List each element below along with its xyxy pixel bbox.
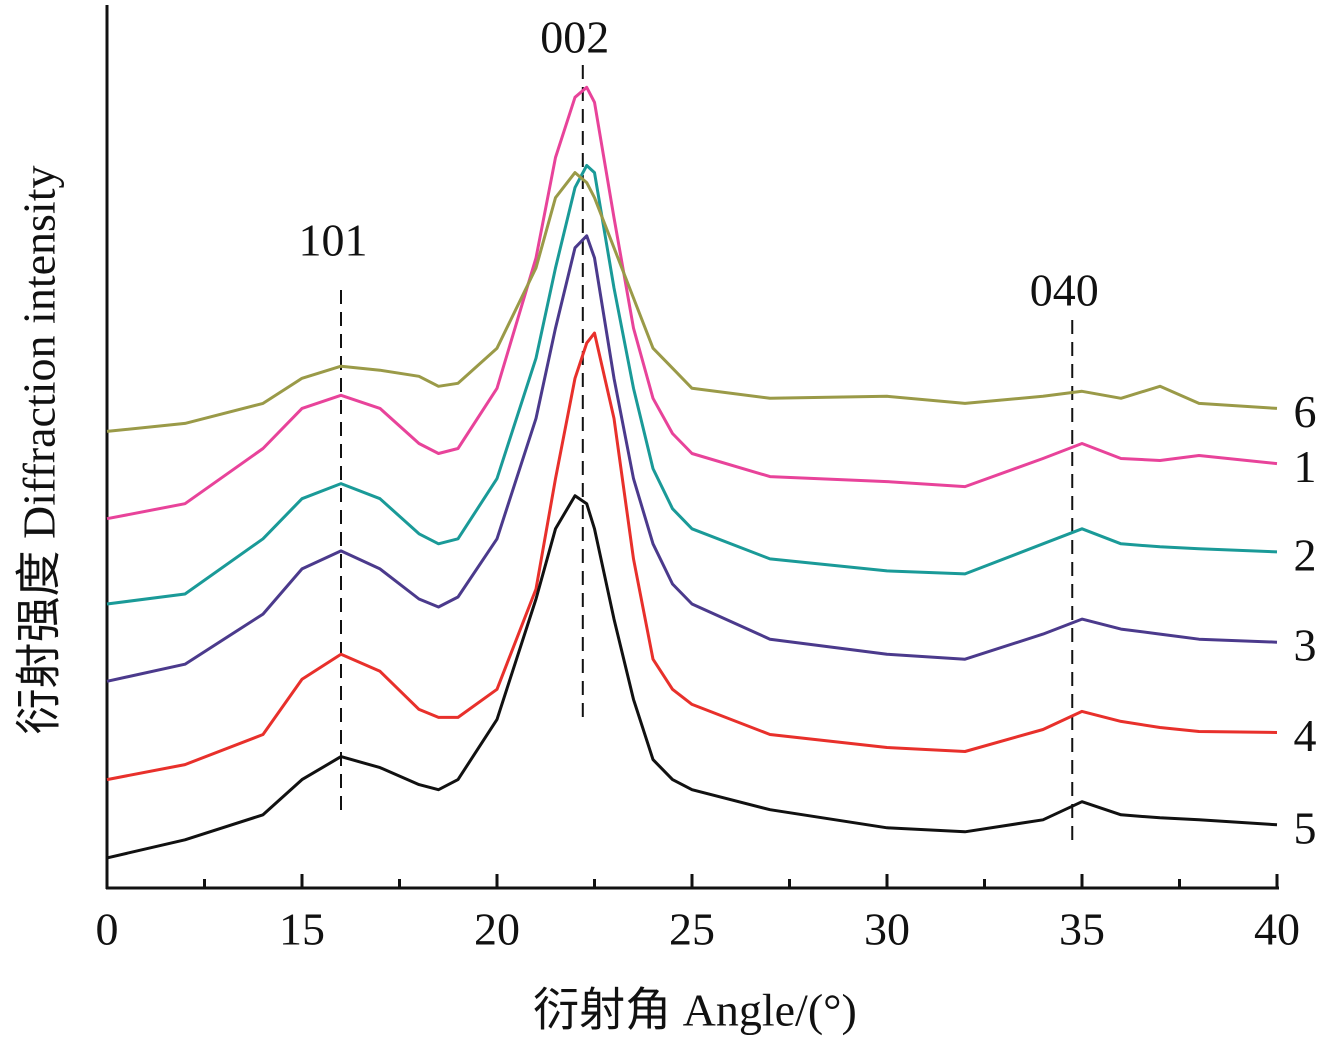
y-axis-label: 衍射强度 Diffraction intensity [14, 166, 65, 735]
x-tick-label: 25 [669, 904, 715, 955]
series-label: 3 [1294, 620, 1317, 671]
series-line [106, 171, 1278, 433]
x-tick-label: 15 [279, 904, 325, 955]
series-label: 6 [1294, 386, 1317, 437]
series-line [106, 234, 1278, 683]
peak-label: 101 [299, 215, 368, 266]
x-tick-label: 0 [96, 904, 119, 955]
x-tick-label: 30 [864, 904, 910, 955]
x-tick-label: 35 [1059, 904, 1105, 955]
peak-label: 002 [540, 12, 609, 63]
series-line [106, 331, 1278, 782]
series-label: 5 [1294, 802, 1317, 853]
x-tick-label: 40 [1254, 904, 1300, 955]
series-label: 4 [1294, 710, 1317, 761]
peak-label: 040 [1030, 265, 1099, 316]
series-line [106, 164, 1278, 606]
series-line [106, 494, 1278, 860]
series-label: 1 [1294, 441, 1317, 492]
series-line [106, 85, 1278, 521]
series-label: 2 [1294, 529, 1317, 580]
x-axis-label: 衍射角 Angle/(°) [533, 985, 857, 1036]
x-tick-label: 20 [474, 904, 520, 955]
